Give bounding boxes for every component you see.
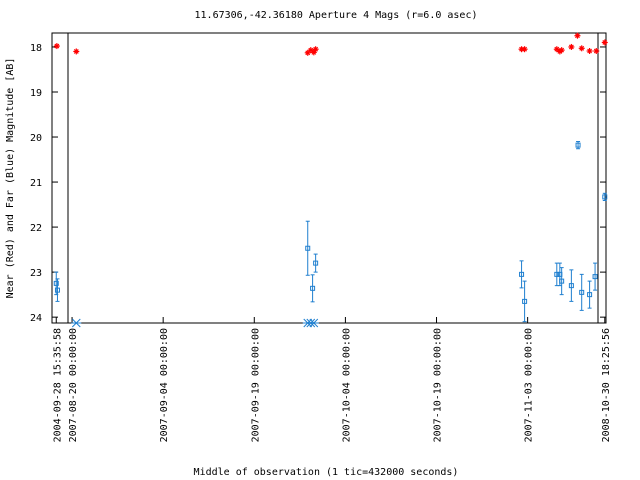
marker-stroke — [308, 47, 314, 53]
data-point — [579, 289, 585, 295]
data-point — [578, 45, 585, 52]
data-point — [587, 292, 593, 298]
marker-square — [313, 260, 319, 266]
marker-square — [54, 287, 60, 293]
x-tick-label: 2007-09-19 00:00:00 — [250, 328, 261, 442]
data-point — [568, 283, 574, 289]
data-point — [586, 48, 593, 55]
y-tick-label: 20 — [30, 133, 42, 144]
data-point — [308, 318, 319, 328]
data-point — [521, 46, 528, 53]
marker-square — [587, 292, 593, 298]
data-point — [558, 47, 565, 54]
marker-stroke — [54, 43, 60, 49]
marker-stroke — [568, 44, 574, 50]
data-point — [574, 32, 581, 39]
marker-square — [579, 289, 585, 295]
y-axis-label: Near (Red) and Far (Blue) Magnitude [AB] — [5, 58, 16, 299]
marker-stroke — [593, 48, 599, 54]
y-tick-label: 24 — [30, 313, 42, 324]
data-point — [73, 48, 80, 55]
x-tick-label: 2007-08-20 00:00:00 — [68, 328, 79, 442]
marker-square — [310, 285, 316, 291]
x-tick-label: 2007-10-19 00:00:00 — [433, 328, 444, 442]
marker-stroke — [309, 318, 319, 328]
marker-square — [305, 245, 311, 251]
marker-square — [559, 278, 565, 284]
marker-square — [53, 280, 59, 286]
x-tick-label: 2004-09-28 15:35:58 — [52, 328, 63, 442]
marker-square — [522, 298, 528, 304]
data-point — [593, 48, 600, 55]
marker-stroke — [602, 40, 608, 45]
data-point — [522, 298, 528, 304]
x-tick-label: 2007-10-04 00:00:00 — [341, 328, 352, 442]
marker-stroke — [579, 45, 585, 51]
data-point — [575, 142, 581, 148]
data-point — [554, 271, 560, 277]
data-point — [53, 43, 60, 50]
marker-square — [575, 142, 581, 148]
data-point — [310, 285, 316, 291]
y-tick-label: 19 — [30, 88, 42, 99]
marker-square — [602, 194, 608, 200]
data-point — [592, 274, 598, 280]
chart-title: 11.67306,-42.36180 Aperture 4 Mags (r=6.… — [195, 10, 478, 21]
x-tick-label: 2008-10-30 18:25:56 — [601, 328, 612, 442]
x-tick-label: 2007-09-04 00:00:00 — [159, 328, 170, 442]
data-point — [312, 46, 319, 53]
marker-stroke — [73, 49, 79, 54]
x-tick-label: 2007-11-03 00:00:00 — [524, 328, 535, 442]
marker-stroke — [522, 46, 528, 52]
plot-frame — [51, 32, 607, 324]
marker-stroke — [587, 48, 593, 54]
data-point — [53, 280, 59, 286]
y-tick-label: 22 — [30, 223, 42, 234]
data-point — [601, 39, 608, 46]
y-tick-label: 23 — [30, 268, 42, 279]
marker-square — [519, 271, 525, 277]
data-point — [559, 278, 565, 284]
data-point — [602, 194, 608, 200]
data-point — [313, 260, 319, 266]
marker-square — [554, 271, 560, 277]
marker-square — [592, 274, 598, 280]
marker-stroke — [559, 47, 565, 53]
y-tick-label: 21 — [30, 178, 42, 189]
marker-stroke — [575, 33, 580, 39]
x-axis-label: Middle of observation (1 tic=432000 seco… — [194, 467, 459, 478]
data-point — [71, 318, 82, 328]
marker-stroke — [71, 318, 81, 328]
y-tick-label: 18 — [30, 43, 42, 54]
data-point — [305, 245, 311, 251]
data-point — [568, 43, 575, 50]
data-point — [54, 287, 60, 293]
marker-square — [568, 283, 574, 289]
data-point — [519, 271, 525, 277]
marker-stroke — [554, 46, 560, 52]
marker-stroke — [313, 46, 319, 52]
